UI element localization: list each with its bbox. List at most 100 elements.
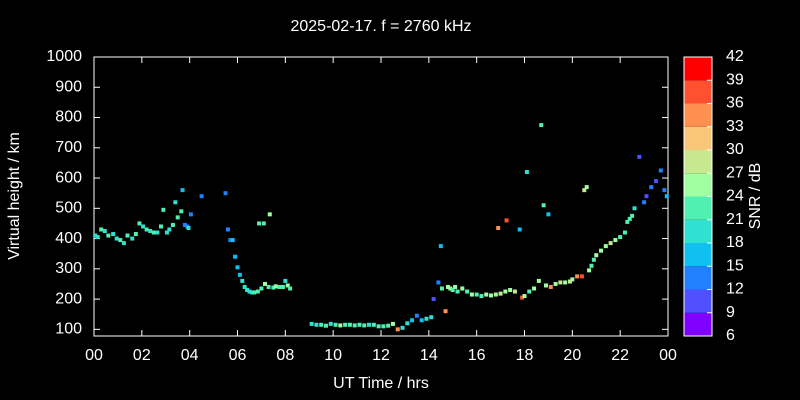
data-point — [524, 169, 529, 174]
data-point — [376, 324, 381, 329]
data-point — [188, 212, 193, 217]
colorbar-cell — [684, 243, 712, 267]
y-tick-label: 200 — [55, 290, 82, 307]
colorbar-tick-label: 24 — [726, 188, 744, 205]
data-point — [632, 206, 637, 211]
data-point — [563, 280, 568, 285]
data-point — [255, 289, 260, 294]
data-point — [386, 323, 391, 328]
x-tick-label: 14 — [420, 347, 438, 364]
colorbar-cell — [684, 219, 712, 243]
data-point — [608, 241, 613, 246]
data-point — [405, 321, 410, 326]
data-point — [594, 253, 599, 258]
data-point — [654, 179, 659, 184]
data-point — [247, 289, 252, 294]
data-point — [455, 289, 460, 294]
data-point — [263, 281, 268, 286]
y-tick-label: 900 — [55, 78, 82, 95]
data-point — [230, 238, 235, 243]
data-point — [179, 209, 184, 214]
data-point — [448, 286, 453, 291]
y-tick-label: 800 — [55, 109, 82, 126]
data-point — [343, 322, 348, 327]
x-tick-label: 10 — [324, 347, 342, 364]
data-point — [186, 225, 191, 230]
x-tick-label: 06 — [229, 347, 247, 364]
colorbar-cell — [684, 126, 712, 150]
y-axis-label: Virtual height / km — [6, 132, 23, 260]
data-point — [613, 238, 618, 243]
data-point — [504, 218, 509, 223]
data-point — [548, 284, 553, 289]
colorbar-tick-label: 21 — [726, 211, 744, 228]
data-point — [357, 322, 362, 327]
colorbar-cell — [684, 312, 712, 336]
data-point — [541, 203, 546, 208]
data-point — [141, 224, 146, 229]
data-point — [173, 200, 178, 205]
data-point — [469, 292, 474, 297]
data-point — [443, 309, 448, 314]
data-point — [539, 123, 544, 128]
data-point — [400, 325, 405, 330]
data-point — [484, 292, 489, 297]
y-tick-label: 400 — [55, 230, 82, 247]
data-point — [570, 277, 575, 282]
data-point — [228, 238, 233, 243]
data-point — [582, 188, 587, 193]
data-point — [479, 294, 484, 299]
data-point — [439, 286, 444, 291]
data-point — [512, 289, 517, 294]
data-point — [323, 323, 328, 328]
data-point — [381, 324, 386, 329]
data-point — [283, 278, 288, 283]
x-tick-label: 00 — [659, 347, 677, 364]
data-point — [493, 292, 498, 297]
data-point — [161, 207, 166, 212]
data-point — [233, 254, 238, 259]
data-point — [630, 213, 635, 218]
data-point — [587, 268, 592, 273]
data-point — [474, 292, 479, 297]
data-point — [532, 286, 537, 291]
data-point — [249, 290, 254, 295]
data-point — [225, 227, 230, 232]
data-point — [625, 219, 630, 224]
colorbar-tick-label: 36 — [726, 95, 744, 112]
data-point — [137, 221, 142, 226]
data-point — [544, 283, 549, 288]
data-point — [95, 235, 100, 240]
data-point — [591, 257, 596, 262]
data-point — [93, 233, 98, 238]
data-point — [245, 288, 250, 293]
data-point — [465, 289, 470, 294]
data-point — [155, 230, 160, 235]
data-point — [133, 232, 138, 237]
data-point — [111, 232, 116, 237]
colorbar-cell — [684, 196, 712, 220]
data-point — [273, 284, 278, 289]
x-axis-label: UT Time / hrs — [333, 375, 429, 392]
colorbar-cell — [684, 266, 712, 290]
data-point — [664, 194, 669, 199]
data-point — [658, 168, 663, 173]
data-point — [114, 236, 119, 241]
data-point — [567, 279, 572, 284]
data-point — [419, 318, 424, 323]
x-tick-label: 12 — [372, 347, 390, 364]
x-tick-label: 18 — [516, 347, 534, 364]
data-point — [314, 322, 319, 327]
data-point — [603, 244, 608, 249]
data-point — [328, 321, 333, 326]
data-point — [371, 322, 376, 327]
data-point — [240, 278, 245, 283]
data-point — [182, 222, 187, 227]
data-point — [637, 154, 642, 159]
data-point — [257, 221, 262, 226]
data-point — [520, 295, 525, 300]
data-point — [489, 293, 494, 298]
colorbar-cell — [684, 289, 712, 313]
